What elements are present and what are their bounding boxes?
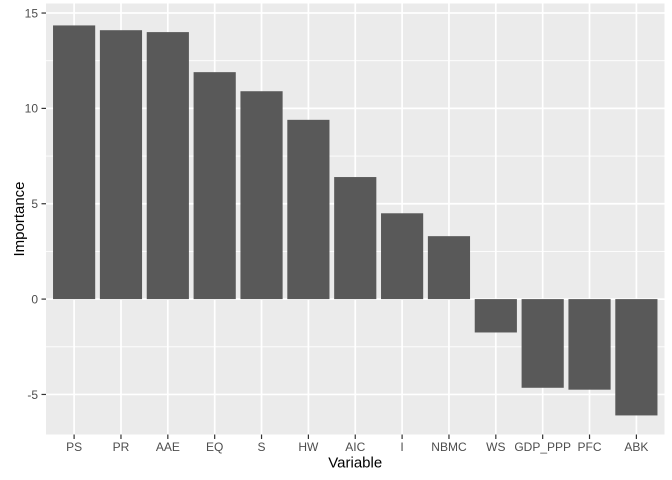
x-tick-label-PS: PS (66, 440, 82, 454)
x-axis-title: Variable (328, 455, 382, 472)
y-tick-label: 15 (25, 6, 39, 20)
x-tick-label-NBMC: NBMC (431, 440, 467, 454)
bar-I (381, 213, 424, 300)
bar-EQ (193, 72, 236, 300)
bar-NBMC (427, 236, 471, 300)
x-tick-label-AIC: AIC (345, 440, 365, 454)
bar-HW (287, 119, 330, 300)
x-tick-label-PR: PR (113, 440, 130, 454)
x-tick-label-HW: HW (298, 440, 319, 454)
bar-GDP_PPP (521, 299, 564, 388)
x-tick-label-AAE: AAE (156, 440, 180, 454)
x-tick-label-GDP_PPP: GDP_PPP (514, 440, 571, 454)
x-tick-label-PFC: PFC (578, 440, 602, 454)
bar-S (240, 91, 283, 300)
y-axis-title: Importance (11, 181, 28, 256)
bar-PR (99, 30, 143, 300)
y-tick-label: 10 (25, 102, 39, 116)
bar-ABK (615, 299, 658, 416)
y-tick-label: 5 (31, 197, 38, 211)
bar-PFC (568, 299, 611, 390)
x-tick-label-I: I (400, 440, 403, 454)
x-tick-label-WS: WS (486, 440, 505, 454)
x-tick-label-S: S (258, 440, 266, 454)
bar-PS (53, 25, 96, 300)
x-tick-label-ABK: ABK (624, 440, 648, 454)
bar-AAE (146, 32, 189, 300)
y-tick-label: -5 (27, 388, 38, 402)
x-tick-label-EQ: EQ (206, 440, 223, 454)
bar-WS (474, 299, 517, 333)
y-tick-label: 0 (31, 292, 38, 306)
bar-AIC (334, 177, 377, 300)
